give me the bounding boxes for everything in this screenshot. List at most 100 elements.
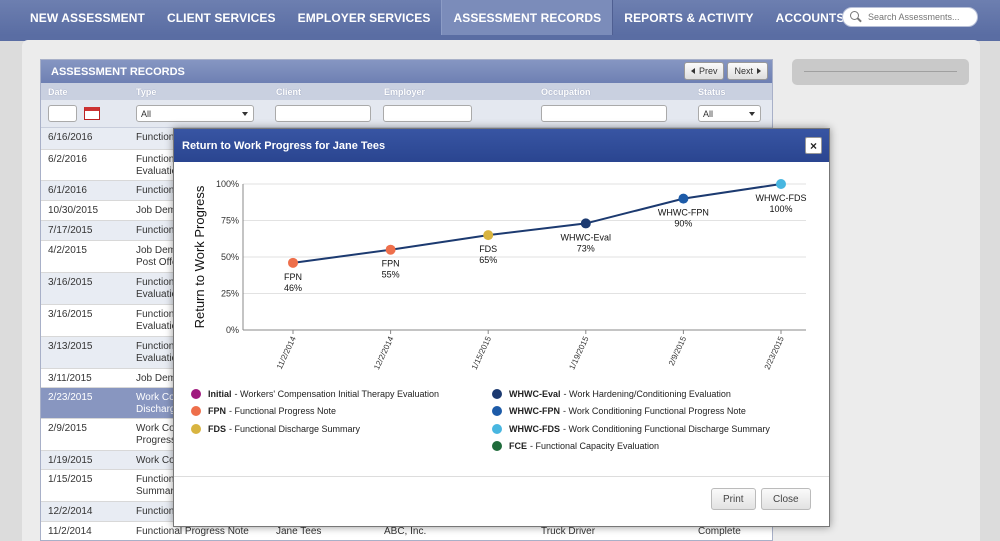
point-label: WHWC-FDS: [756, 193, 807, 203]
chevron-left-icon: [690, 68, 695, 74]
col-status[interactable]: Status: [698, 86, 726, 97]
nav-item-new-assessment[interactable]: NEW ASSESSMENT: [30, 10, 145, 25]
calendar-icon[interactable]: [84, 107, 100, 120]
cell-date: 7/17/2015: [48, 225, 93, 236]
cell-date: 1/19/2015: [48, 455, 93, 466]
value-label: 55%: [382, 270, 400, 280]
x-tick-label: 2/9/2015: [667, 335, 689, 368]
cell-date: 1/15/2015: [48, 474, 93, 485]
search-icon: [849, 10, 863, 24]
search-box[interactable]: [842, 7, 978, 27]
progress-modal: Return to Work Progress for Jane Tees × …: [173, 128, 830, 527]
data-point: [580, 218, 591, 229]
legend-code: WHWC-FDS: [509, 423, 560, 434]
nav-item-reports-activity[interactable]: REPORTS & ACTIVITY: [624, 10, 754, 25]
side-panel: [792, 59, 969, 85]
legend-desc: - Functional Progress Note: [229, 406, 337, 417]
value-label: 100%: [769, 204, 792, 214]
close-icon[interactable]: ×: [805, 137, 822, 154]
legend-item: FPN - Functional Progress Note: [191, 403, 439, 421]
y-tick-label: 75%: [221, 216, 239, 226]
point-label: FPN: [382, 259, 400, 269]
cell-type: Function Evaluation: [136, 154, 183, 177]
cell-date: 6/1/2016: [48, 185, 87, 196]
search-input[interactable]: [868, 12, 968, 22]
x-tick-label: 11/2/2014: [275, 335, 298, 371]
cell-type: Work Co Progress: [136, 423, 177, 446]
nav-item-accounts[interactable]: ACCOUNTS: [775, 10, 845, 25]
date-filter-input[interactable]: [48, 105, 77, 122]
type-filter-select[interactable]: All: [136, 105, 254, 122]
column-headers: Date Type Client Employer Occupation Sta…: [41, 83, 772, 100]
cell-date: 6/2/2016: [48, 154, 87, 165]
cell-date: 3/13/2015: [48, 341, 93, 352]
cell-type: Function Evaluatio: [136, 341, 178, 364]
nav-item-assessment-records[interactable]: ASSESSMENT RECORDS: [441, 0, 614, 35]
cell-status: Complete: [698, 526, 741, 537]
cell-date: 3/16/2015: [48, 309, 93, 320]
legend-dot-icon: [492, 441, 502, 452]
legend-left: Initial - Workers' Compensation Initial T…: [191, 385, 439, 438]
col-occupation[interactable]: Occupation: [541, 86, 591, 97]
data-point: [776, 179, 786, 189]
point-label: FDS: [479, 244, 497, 254]
legend-desc: - Work Conditioning Functional Discharge…: [563, 423, 770, 434]
records-title: ASSESSMENT RECORDS: [51, 65, 185, 78]
y-tick-label: 100%: [216, 179, 239, 189]
cell-type: Functional: [136, 132, 183, 143]
legend-code: Initial: [208, 388, 232, 399]
legend-desc: - Workers' Compensation Initial Therapy …: [234, 388, 439, 399]
legend-dot-icon: [191, 406, 201, 417]
legend-code: FDS: [208, 423, 226, 434]
legend-right: WHWC-Eval - Work Hardening/Conditioning E…: [492, 385, 770, 455]
nav-item-client-services[interactable]: CLIENT SERVICES: [166, 10, 276, 25]
occupation-filter-input[interactable]: [541, 105, 667, 122]
cell-date: 12/2/2014: [48, 506, 93, 517]
series-line: [292, 183, 782, 264]
legend-code: FCE: [509, 441, 527, 452]
y-tick-label: 0%: [226, 325, 239, 335]
records-header: ASSESSMENT RECORDS Prev Next: [41, 60, 772, 83]
legend-dot-icon: [492, 406, 502, 417]
value-label: 90%: [674, 219, 692, 229]
cell-date: 2/9/2015: [48, 423, 87, 434]
print-button[interactable]: Print: [711, 488, 756, 510]
col-date[interactable]: Date: [48, 86, 68, 97]
cell-type: Job Dem Post Offe: [136, 245, 178, 268]
cell-occupation: Truck Driver: [541, 526, 596, 537]
modal-footer: Print Close: [174, 476, 829, 526]
chevron-right-icon: [757, 68, 761, 74]
prev-button[interactable]: Prev: [683, 62, 725, 80]
point-label: WHWC-FPN: [658, 208, 709, 218]
cell-date: 2/23/2015: [48, 392, 93, 403]
legend-item: WHWC-FPN - Work Conditioning Functional P…: [492, 403, 770, 421]
cell-type: Function Evaluatio: [136, 309, 178, 332]
next-button[interactable]: Next: [727, 62, 768, 80]
legend-code: FPN: [208, 406, 226, 417]
table-row[interactable]: 11/2/2014 Functional Progress Note Jane Te…: [41, 522, 772, 541]
nav-item-employer-services[interactable]: EMPLOYER SERVICES: [297, 10, 431, 25]
legend-item: Initial - Workers' Compensation Initial T…: [191, 385, 439, 403]
cell-type: Functional Progress Note: [136, 526, 249, 537]
close-button[interactable]: Close: [761, 488, 811, 510]
col-type[interactable]: Type: [136, 86, 157, 97]
cell-type: Work Co: [136, 455, 175, 466]
value-label: 73%: [577, 243, 595, 253]
x-tick-label: 12/2/2014: [372, 335, 395, 372]
legend-desc: - Work Hardening/Conditioning Evaluation: [563, 388, 731, 399]
cell-type: Function: [136, 225, 175, 236]
cell-type: Job Dem: [136, 373, 177, 384]
col-client[interactable]: Client: [276, 86, 302, 97]
status-filter-value: All: [703, 108, 714, 119]
y-tick-label: 25%: [221, 289, 239, 299]
col-employer[interactable]: Employer: [384, 86, 426, 97]
legend-dot-icon: [492, 388, 502, 399]
legend-dot-icon: [492, 423, 502, 434]
cell-client: Jane Tees: [276, 526, 322, 537]
client-filter-input[interactable]: [275, 105, 371, 122]
employer-filter-input[interactable]: [383, 105, 472, 122]
legend-item: FCE - Functional Capacity Evaluation: [492, 438, 770, 456]
legend-desc: - Work Conditioning Functional Progress …: [563, 406, 746, 417]
status-filter-select[interactable]: All: [698, 105, 761, 122]
legend-dot-icon: [191, 423, 201, 434]
